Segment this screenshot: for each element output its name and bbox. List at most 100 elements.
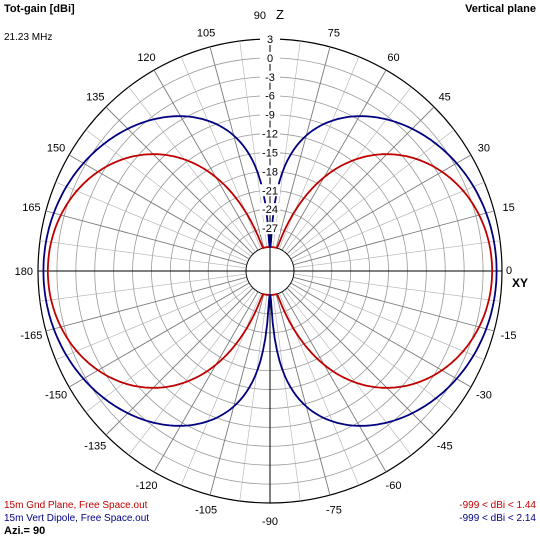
angle-label: 75 xyxy=(328,27,340,39)
grid-spoke xyxy=(39,240,247,269)
grid-spoke xyxy=(293,273,501,302)
angle-label: 150 xyxy=(47,143,65,155)
angle-label: -150 xyxy=(45,390,67,402)
frequency-label: 21.23 MHz xyxy=(4,32,53,43)
polar-grid xyxy=(37,38,503,504)
angle-label: 15 xyxy=(502,202,514,214)
angle-label: 60 xyxy=(387,52,399,64)
angle-label: -105 xyxy=(195,505,217,517)
grid-spoke xyxy=(281,69,387,251)
grid-spoke xyxy=(290,154,472,260)
radial-tick-label: -21 xyxy=(262,185,278,197)
grid-spoke xyxy=(293,240,501,269)
grid-spoke xyxy=(292,279,485,361)
angle-label: 165 xyxy=(22,202,40,214)
angle-label: 0 xyxy=(506,265,512,277)
grid-spoke xyxy=(128,86,256,253)
grid-spoke xyxy=(153,291,259,473)
grid-spoke xyxy=(45,276,247,332)
grid-spoke xyxy=(281,291,387,473)
grid-spoke xyxy=(68,154,250,260)
radial-label-bg xyxy=(260,146,280,159)
grid-spoke xyxy=(209,46,265,248)
radial-label-bg xyxy=(260,108,280,121)
angle-label: -75 xyxy=(326,505,342,517)
grid-spoke xyxy=(272,294,301,502)
series-1-name: 15m Gnd Plane, Free Space.out xyxy=(4,500,148,511)
radial-tick-label: -3 xyxy=(265,72,275,84)
radial-label-bg xyxy=(260,127,280,140)
radial-tick-label: 0 xyxy=(267,53,273,65)
grid-spoke xyxy=(293,276,495,332)
grid-spoke xyxy=(288,129,455,257)
grid-spoke xyxy=(85,285,252,413)
azimuth-label: Azi.= 90 xyxy=(4,525,46,537)
radial-label-bg xyxy=(260,165,280,178)
radial-label-bg xyxy=(260,184,280,197)
grid-spoke xyxy=(128,289,256,456)
series-line-1 xyxy=(46,153,494,389)
angle-label: -60 xyxy=(386,480,402,492)
grid-spoke xyxy=(288,285,455,413)
grid-spoke xyxy=(286,287,435,436)
gain-title: Tot-gain [dBi] xyxy=(4,3,75,15)
grid-spoke xyxy=(105,287,254,436)
angle-label: -15 xyxy=(501,330,517,342)
series-2-name: 15m Vert Dipole, Free Space.out xyxy=(4,513,150,524)
angle-label: -120 xyxy=(135,480,157,492)
radial-tick-label: -6 xyxy=(265,91,275,103)
angle-label: 45 xyxy=(439,91,451,103)
radial-label-bg xyxy=(260,89,280,102)
angle-label: 120 xyxy=(137,52,155,64)
grid-spoke xyxy=(55,279,248,361)
angle-label: 135 xyxy=(86,91,104,103)
grid-spoke xyxy=(209,294,265,496)
series-1-range: -999 < dBi < 1.44 xyxy=(459,500,536,511)
zenith-label: Z xyxy=(276,7,284,22)
grid-spoke xyxy=(284,289,412,456)
grid-spoke xyxy=(284,86,412,253)
angle-label: -165 xyxy=(20,330,42,342)
angle-label: 105 xyxy=(197,27,215,39)
radial-tick-label: -24 xyxy=(262,204,278,216)
grid-spoke xyxy=(39,273,247,302)
angle-label: -30 xyxy=(476,390,492,402)
grid-spoke xyxy=(275,46,331,248)
series-2-range: -999 < dBi < 2.14 xyxy=(459,513,536,524)
grid-spoke xyxy=(293,210,495,266)
grid-spoke xyxy=(153,69,259,251)
angle-label: 180 xyxy=(15,266,33,278)
angle-label: -45 xyxy=(437,441,453,453)
grid-spoke xyxy=(68,282,250,388)
pattern-series xyxy=(42,115,498,427)
grid-spoke xyxy=(239,294,268,502)
radial-tick-label: -18 xyxy=(262,166,278,178)
radial-tick-label: 3 xyxy=(267,34,273,46)
radial-label-bg xyxy=(260,70,280,83)
grid-spoke xyxy=(105,106,254,255)
radial-label-bg xyxy=(260,33,280,45)
radial-label-bg xyxy=(260,222,280,235)
angle-label: 30 xyxy=(478,143,490,155)
grid-spoke xyxy=(292,181,485,263)
grid-spoke xyxy=(286,106,435,255)
grid-spoke xyxy=(85,129,252,257)
radial-tick-label: -15 xyxy=(262,147,278,159)
series-line-2 xyxy=(42,115,498,427)
polar-labels: 7560453015-15-30-45-60-75-105-120-135-15… xyxy=(15,7,528,528)
horizon-label: XY xyxy=(512,276,528,290)
radial-tick-label: -12 xyxy=(262,129,278,141)
angle-label: -135 xyxy=(84,441,106,453)
radial-label-bg xyxy=(260,203,280,216)
radial-tick-label: -27 xyxy=(262,223,278,235)
plane-title: Vertical plane xyxy=(465,3,536,15)
grid-spoke xyxy=(275,294,331,496)
radial-label-bg xyxy=(260,51,280,64)
grid-spoke xyxy=(290,282,472,388)
angle-label: -90 xyxy=(262,516,278,528)
radial-tick-label: -9 xyxy=(265,110,275,122)
grid-spoke xyxy=(55,181,248,263)
angle-label: 90 xyxy=(254,10,266,22)
grid-spoke xyxy=(45,210,247,266)
